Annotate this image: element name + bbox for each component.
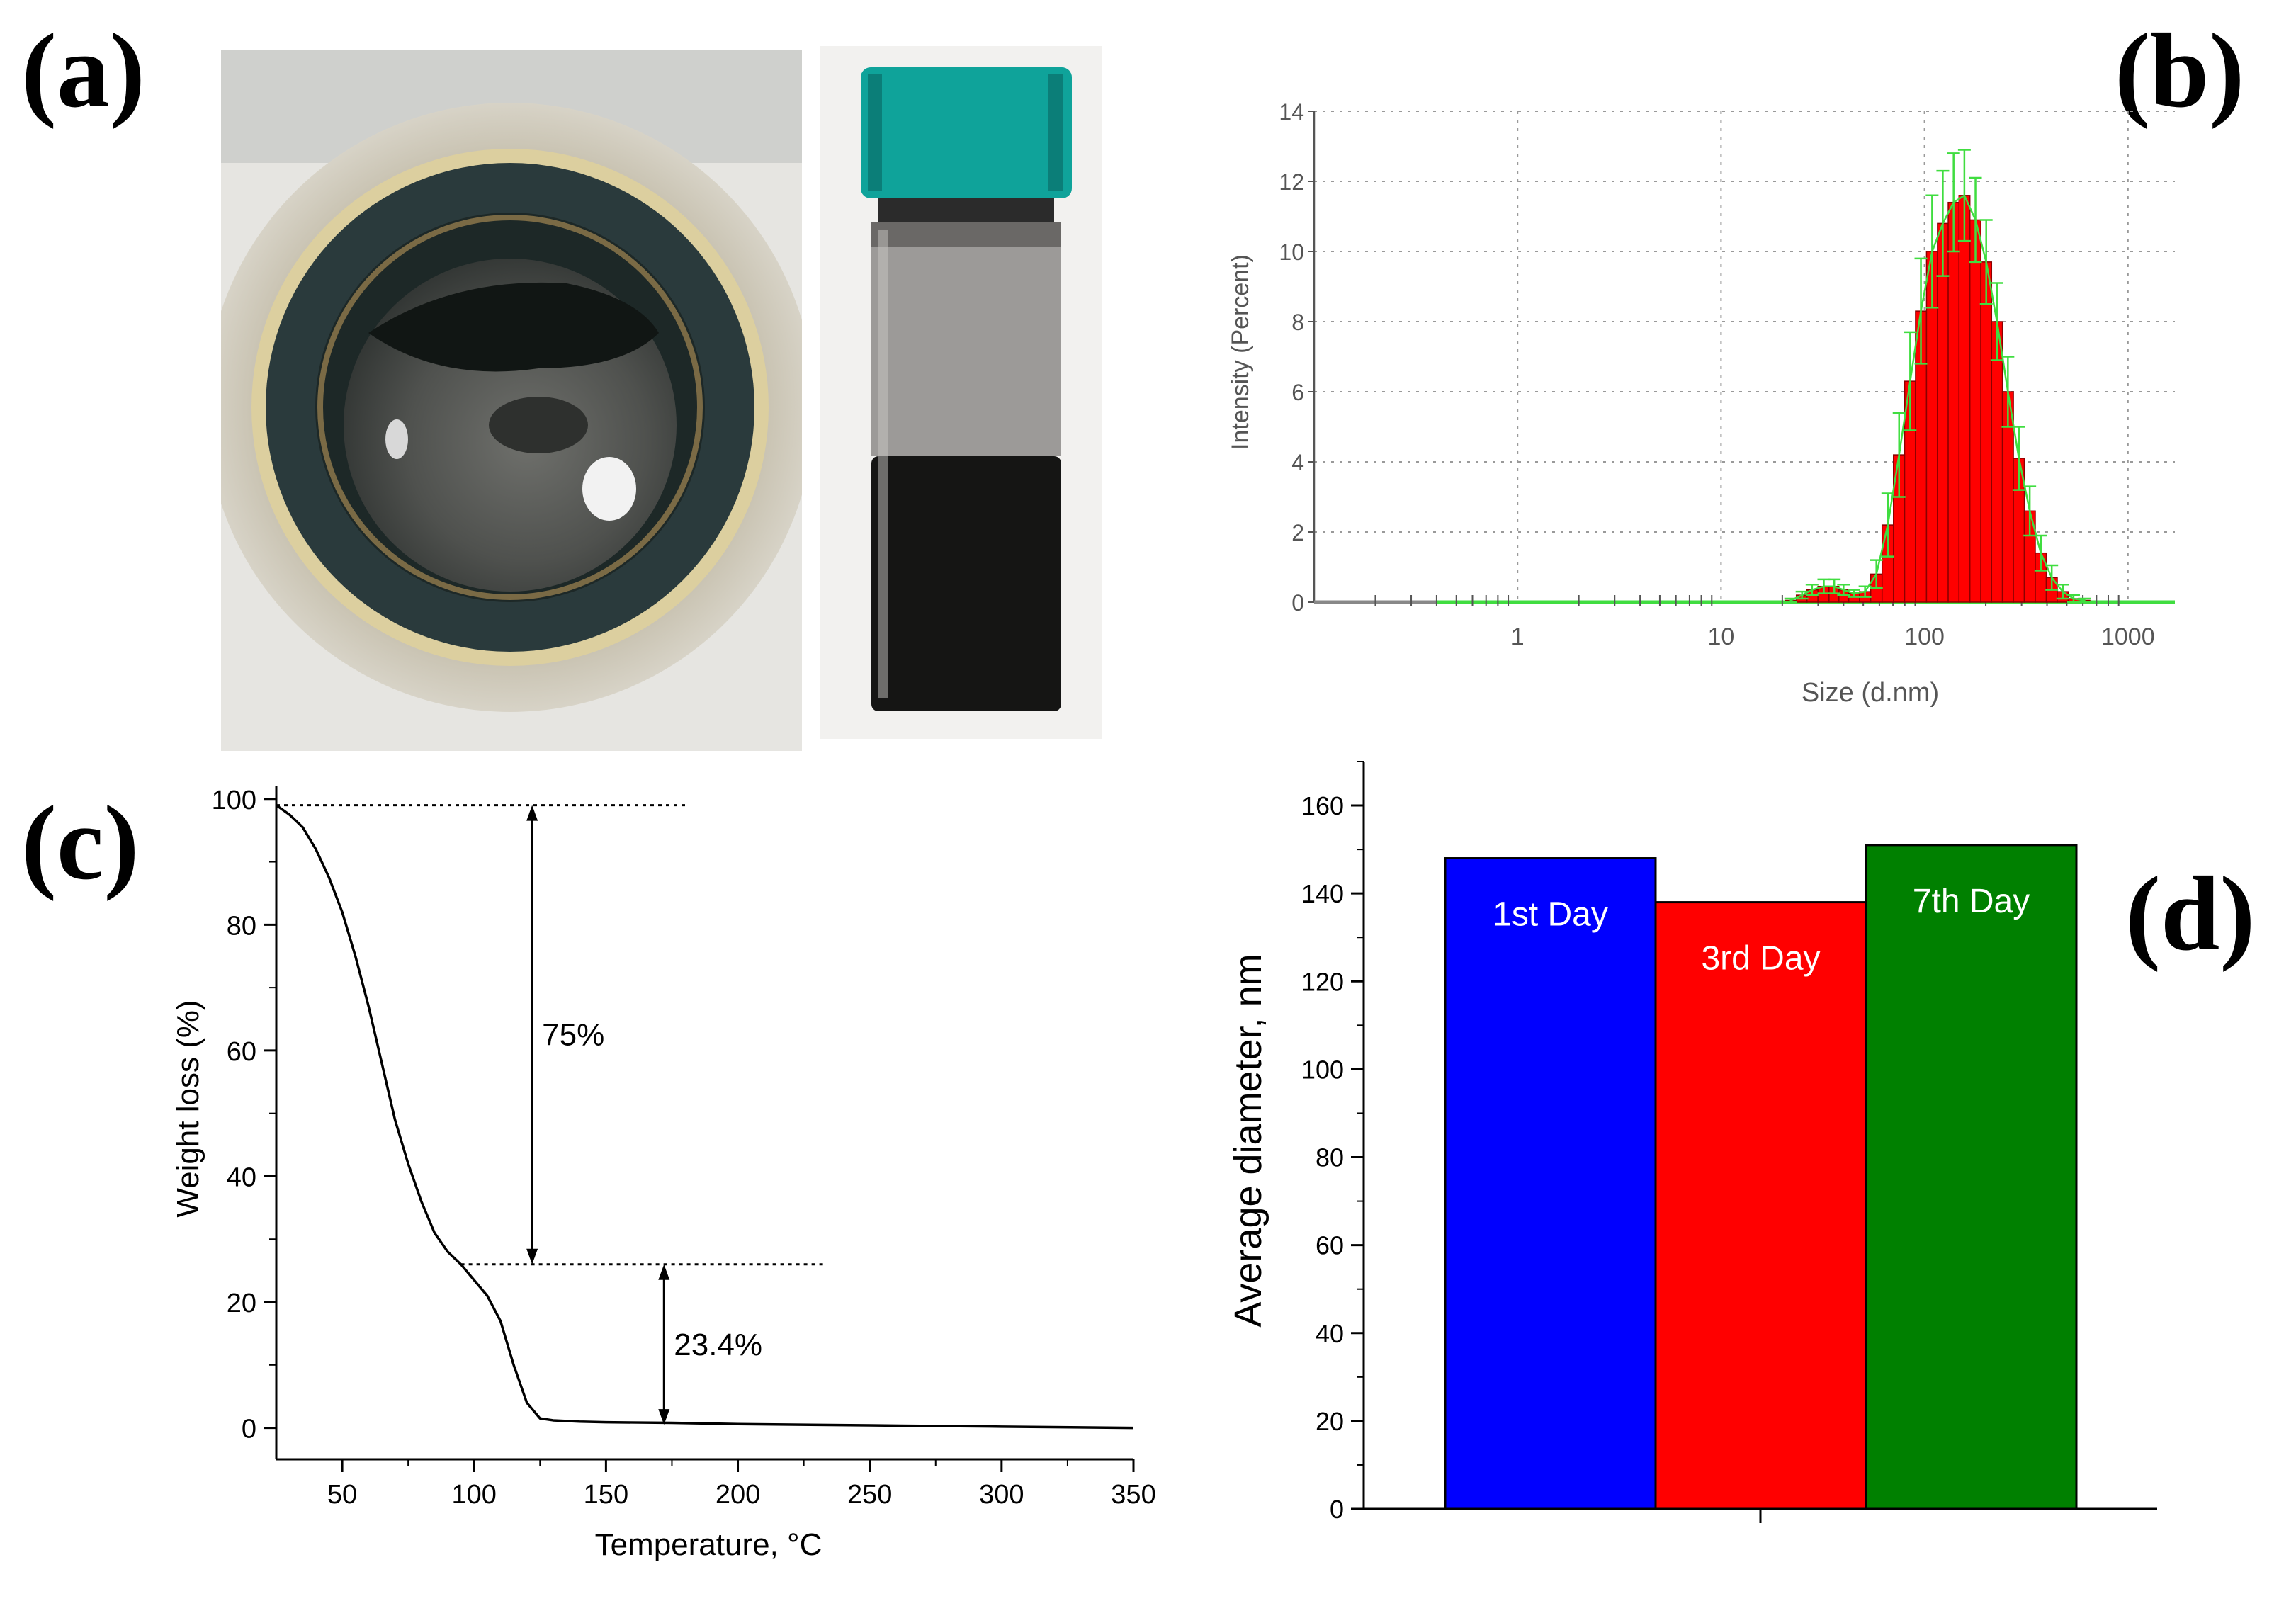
vial-cap [861, 67, 1072, 198]
tga-y-tick-label: 100 [212, 786, 256, 815]
dls-y-tick-label: 6 [1291, 380, 1304, 405]
dls-x-tick-label: 1 [1511, 623, 1525, 650]
diameter-y-tick-label: 100 [1301, 1055, 1344, 1084]
tga-arrow-head [526, 805, 538, 821]
dls-x-tick-label: 10 [1707, 623, 1734, 650]
dls-bar [1937, 222, 1949, 603]
dls-y-tick-label: 0 [1291, 590, 1304, 616]
tga-y-tick-label: 40 [227, 1162, 256, 1192]
tga-x-tick-label: 150 [584, 1480, 628, 1510]
dls-y-tick-label: 14 [1279, 99, 1304, 125]
tga-arrow-head [526, 1248, 538, 1265]
dls-bar [1991, 321, 2003, 603]
panel-d: (d) 0 20 40 60 80 100 120 140 160 1st Day 3rd Day 7… [1227, 761, 2255, 1524]
dls-size-distribution-chart: 0 2 4 6 8 10 12 14 1 10 100 1000 [1279, 99, 2175, 650]
tga-y-tick-label: 0 [242, 1415, 256, 1444]
tga-x-tick-label: 300 [979, 1480, 1024, 1510]
diameter-y-tick-label: 40 [1316, 1319, 1344, 1348]
tga-x-tick-label: 50 [327, 1480, 357, 1510]
tga-x-tick-label: 200 [716, 1480, 760, 1510]
dls-bar [1947, 201, 1960, 603]
average-diameter-chart: 0 20 40 60 80 100 120 140 160 1st Day 3rd Day 7th D… [1301, 761, 2157, 1524]
dls-y-tick-label: 2 [1291, 520, 1304, 545]
dls-mean-line [1790, 193, 2085, 601]
dls-y-axis-title: Intensity (Percent) [1227, 254, 1254, 450]
reactor-photo [221, 50, 802, 751]
tga-x-axis-title: Temperature, °C [595, 1527, 822, 1562]
diameter-bar [1444, 857, 1657, 1510]
diameter-y-tick-label: 0 [1330, 1495, 1344, 1524]
panel-b: (b) 0 2 4 6 8 10 12 14 1 10 100 1000 Size (d.nm) In… [1227, 12, 2244, 708]
dls-bar [1980, 261, 1993, 603]
dls-y-tick-label: 8 [1291, 310, 1304, 335]
diameter-bar-label: 3rd Day [1701, 940, 1820, 978]
diameter-y-tick-label: 80 [1316, 1143, 1344, 1172]
diameter-y-axis-title: Average diameter, nm [1227, 954, 1269, 1327]
panel-b-label: (b) [2115, 12, 2244, 130]
tga-y-tick-label: 80 [227, 911, 256, 941]
tga-annotation-label: 23.4% [674, 1328, 762, 1362]
dls-bar [1958, 195, 1971, 603]
dls-y-tick-label: 4 [1291, 450, 1304, 475]
diameter-bar-label: 7th Day [1913, 883, 2030, 920]
tga-y-tick-label: 60 [227, 1037, 256, 1067]
tga-arrow-head [658, 1409, 670, 1425]
tga-x-tick-label: 100 [452, 1480, 497, 1510]
diameter-bar-label: 1st Day [1493, 896, 1608, 934]
diameter-y-tick-label: 160 [1301, 791, 1344, 820]
tga-arrow-head [658, 1264, 670, 1280]
dls-x-tick-label: 1000 [2101, 623, 2155, 650]
panel-d-label: (d) [2125, 855, 2255, 973]
dls-x-tick-label: 100 [1904, 623, 1945, 650]
panel-c: (c) 0 20 40 60 80 100 50 100 150 200 250 300 350 75% 2… [21, 784, 1156, 1562]
diameter-bar [1865, 844, 2078, 1510]
tga-y-axis-title: Weight loss (%) [171, 1000, 205, 1217]
tga-weight-loss-chart: 0 20 40 60 80 100 50 100 150 200 250 300 350 75% 23.4% [212, 786, 1156, 1510]
diameter-y-tick-label: 140 [1301, 879, 1344, 908]
diameter-y-tick-label: 60 [1316, 1231, 1344, 1260]
dls-x-axis-title: Size (d.nm) [1802, 678, 1939, 708]
tga-annotation-label: 75% [542, 1018, 604, 1053]
diameter-y-tick-label: 20 [1316, 1407, 1344, 1436]
dls-bar [1969, 219, 1981, 603]
panel-c-label: (c) [21, 784, 139, 902]
panel-a: (a) [21, 12, 1102, 751]
tga-x-tick-label: 250 [847, 1480, 892, 1510]
diameter-bar [1654, 901, 1867, 1510]
vial-photo [820, 46, 1102, 739]
panel-a-label: (a) [21, 12, 145, 130]
tga-x-tick-label: 350 [1111, 1480, 1155, 1510]
dls-y-tick-label: 12 [1279, 169, 1304, 195]
diameter-y-tick-label: 120 [1301, 967, 1344, 996]
tga-y-tick-label: 20 [227, 1289, 256, 1318]
dls-y-tick-label: 10 [1279, 239, 1304, 265]
